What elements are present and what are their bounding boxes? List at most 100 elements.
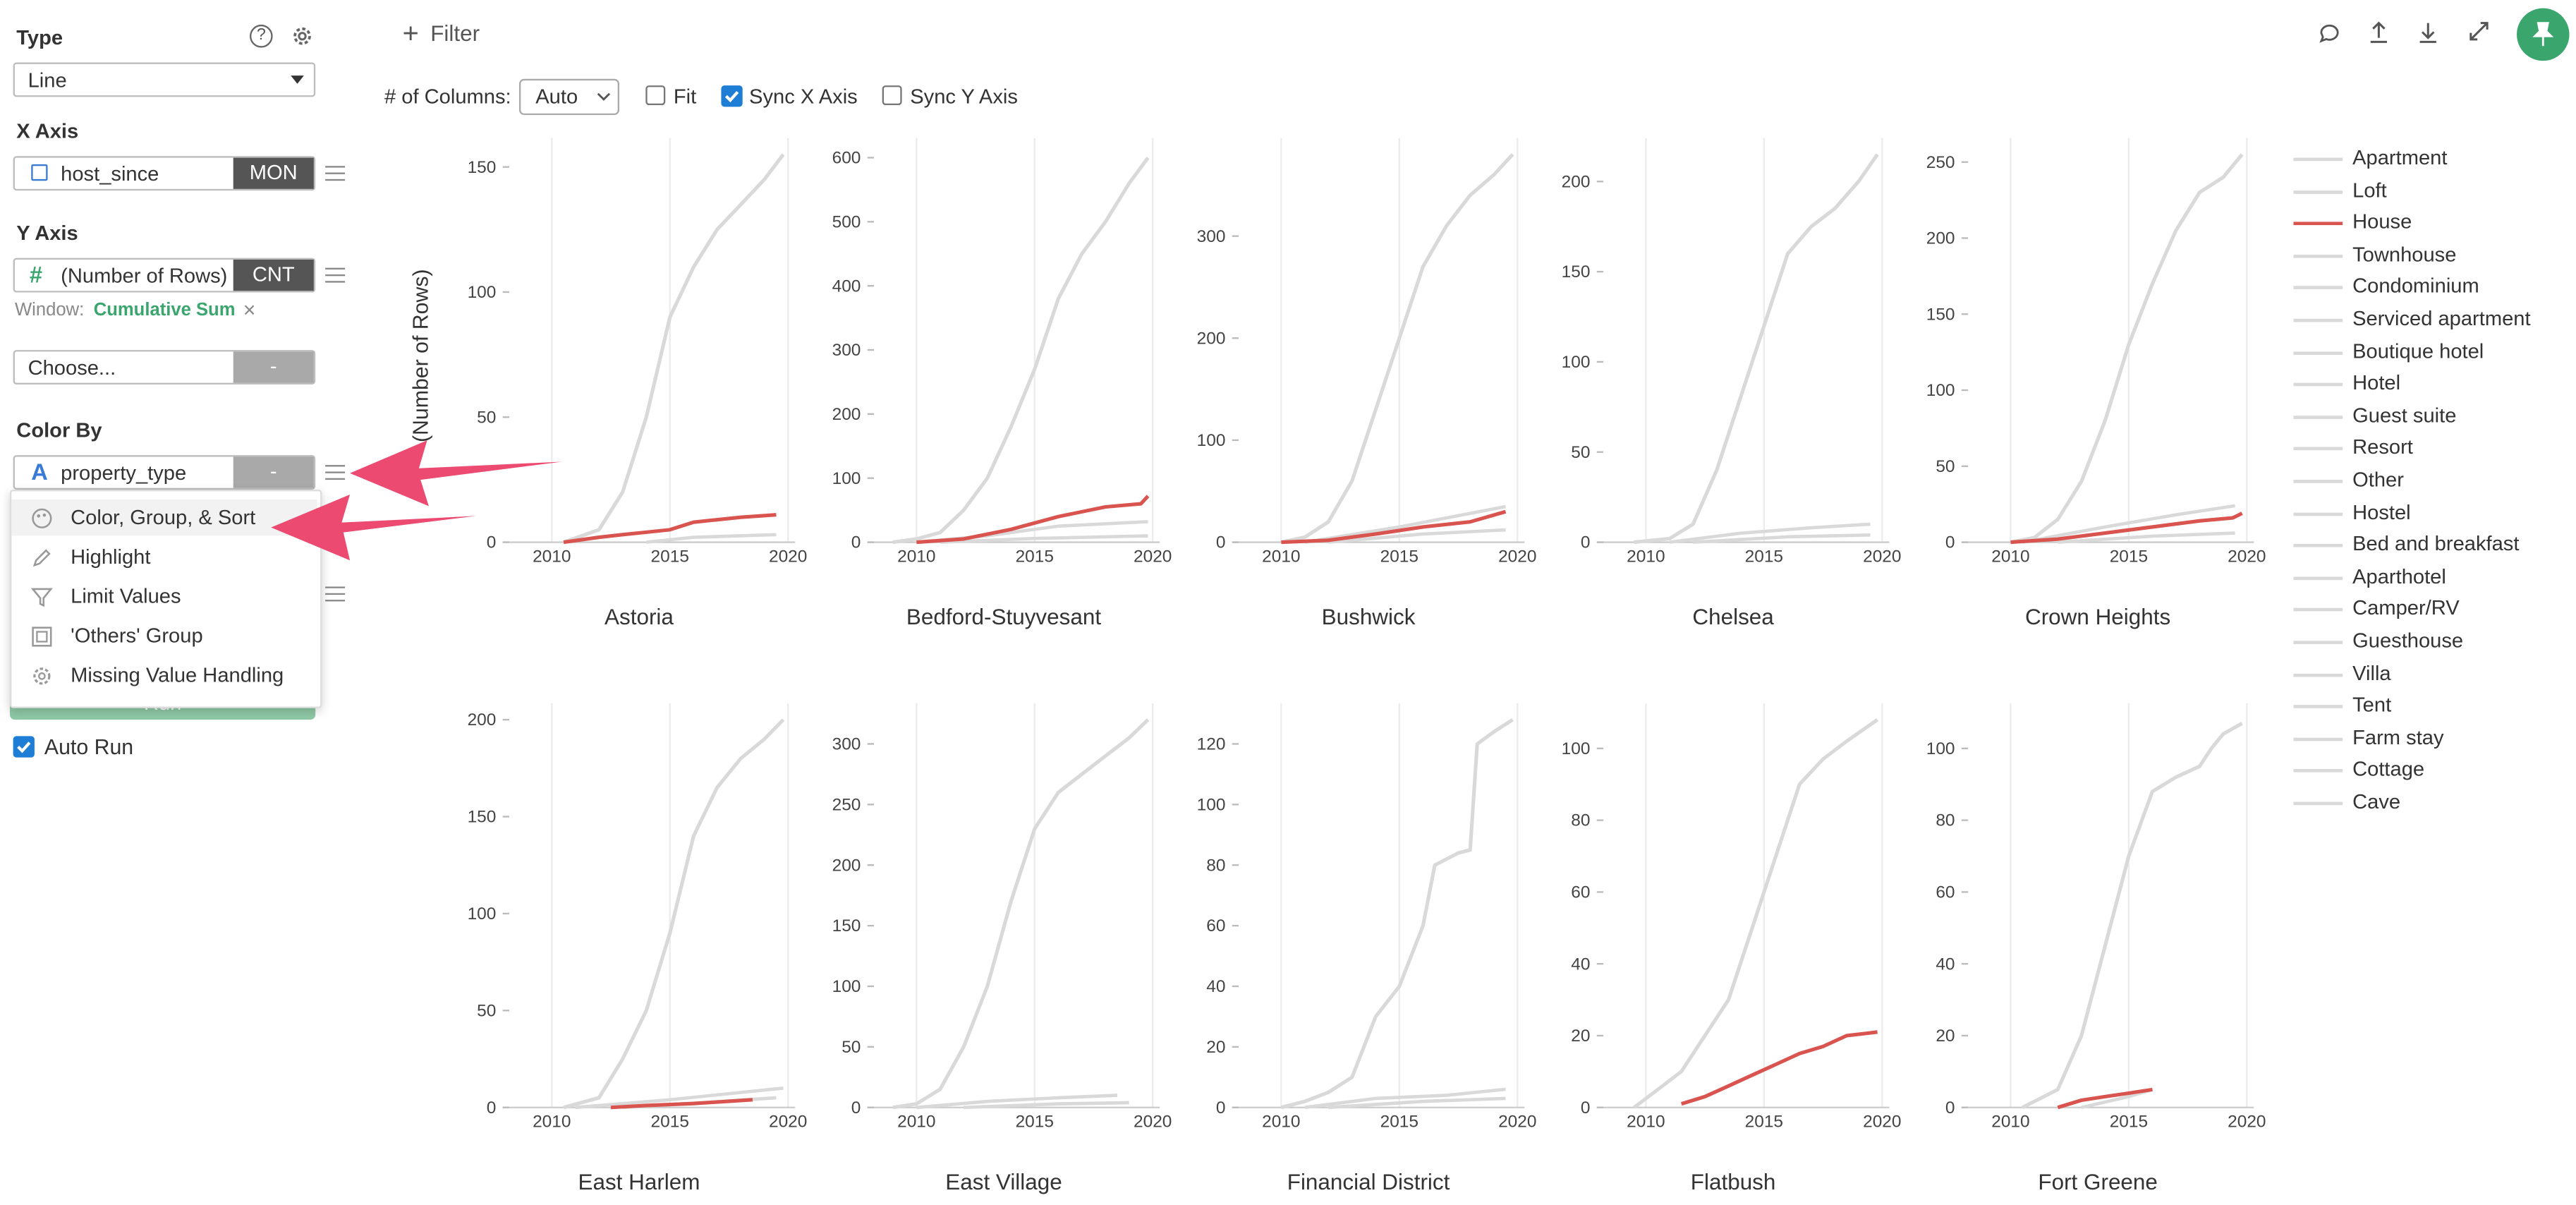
chart-panel: 2010 2015 2020 0 50 100 150 200 250 300 East Villa… (795, 696, 1172, 1194)
x-tick-label: 2020 (2228, 547, 2266, 567)
window-value[interactable]: Cumulative Sum (93, 301, 236, 321)
y-tick-label: 20 (1206, 1038, 1225, 1057)
sync-y-checkbox[interactable] (882, 85, 902, 106)
legend-swatch (2293, 641, 2343, 644)
fit-label: Fit (673, 85, 697, 109)
chart-type-select[interactable]: Line (13, 62, 316, 97)
sync-x-checkbox[interactable] (721, 85, 743, 107)
color-by-field[interactable]: A property_type - (13, 455, 316, 490)
y-tick-label: 120 (1197, 735, 1226, 754)
series-line-apartment (1280, 717, 1514, 1110)
pin-icon (2532, 22, 2554, 47)
secondary-y-field[interactable]: Choose... - (13, 350, 316, 384)
y-tick-label: 300 (1197, 227, 1226, 246)
x-tick-label: 2010 (533, 547, 571, 567)
y-agg-button[interactable]: CNT (233, 259, 314, 291)
legend-swatch (2293, 157, 2343, 162)
y-axis-field[interactable]: # (Number of Rows) CNT (13, 258, 316, 293)
x-tick-label: 2010 (1991, 547, 2029, 567)
legend-label: Cave (2352, 790, 2401, 813)
x-tick-label: 2010 (1627, 547, 1665, 567)
menu-item-others-group[interactable]: 'Others' Group (11, 618, 317, 654)
legend-swatch (2293, 544, 2343, 547)
series-line-other (645, 533, 777, 544)
color-by-menu-icon[interactable] (325, 465, 346, 480)
legend-label: Resort (2352, 436, 2413, 459)
x-axis-field[interactable]: host_since MON (13, 156, 316, 191)
legend-label: Townhouse (2352, 243, 2457, 266)
legend-label: Guest suite (2352, 404, 2457, 428)
x-tick-label: 2015 (651, 547, 689, 567)
series-line-house (916, 495, 1150, 545)
menu-item-label: Missing Value Handling (71, 663, 284, 687)
menu-item-color-group-sort[interactable]: Color, Group, & Sort (11, 499, 317, 536)
y-tick-label: 0 (487, 533, 497, 552)
comment-icon[interactable] (2318, 21, 2341, 44)
x-tick-label: 2010 (1262, 547, 1300, 567)
y-axis-menu-icon[interactable] (325, 267, 346, 283)
auto-run-checkbox[interactable] (13, 736, 35, 758)
menu-item-missing-value-handling[interactable]: Missing Value Handling (11, 658, 317, 694)
menu-item-limit-values[interactable]: Limit Values (11, 579, 317, 614)
panel-plot: 2010 2015 2020 0 50 100 150 200 (468, 703, 807, 1132)
window-clear-icon[interactable]: × (243, 297, 256, 322)
menu-item-label: Color, Group, & Sort (71, 506, 256, 529)
plus-icon[interactable]: + (402, 18, 419, 49)
legend-label: Boutique hotel (2352, 339, 2484, 363)
filter-button[interactable]: Filter (430, 21, 480, 47)
chevron-down-icon (597, 92, 611, 101)
sync-x-label: Sync X Axis (749, 85, 858, 109)
series-line-other (1328, 1096, 1506, 1110)
y-tick-label: 0 (1581, 533, 1591, 552)
x-tick-label: 2015 (2110, 1113, 2148, 1132)
filter-icon (31, 588, 53, 607)
y-tick-label: 50 (842, 1038, 861, 1057)
series-line-house (1281, 509, 1507, 545)
secondary-agg-button[interactable]: - (233, 351, 314, 383)
panel-plot: 2010 2015 2020 0 20 40 60 80 100 120 (1197, 703, 1536, 1132)
arrow-to-color-group-sort (271, 495, 477, 561)
legend-swatch (2293, 511, 2343, 516)
y-tick-label: 250 (832, 795, 861, 814)
help-icon[interactable]: ? (250, 24, 273, 48)
series-line-other (1304, 1087, 1506, 1110)
series-line-other (1304, 504, 1506, 544)
extra-menu-icon[interactable] (325, 586, 346, 601)
pin-button[interactable] (2517, 8, 2570, 61)
fit-checkbox[interactable] (645, 85, 666, 106)
y-tick-label: 100 (1562, 739, 1591, 758)
download-icon[interactable] (2417, 20, 2440, 44)
upload-icon[interactable] (2367, 20, 2390, 44)
x-tick-label: 2010 (897, 547, 935, 567)
columns-value: Auto (535, 85, 578, 109)
legend-swatch (2293, 254, 2343, 258)
legend-swatch (2293, 769, 2343, 773)
gear-icon[interactable] (291, 25, 314, 48)
legend-swatch (2293, 190, 2343, 193)
expand-icon[interactable] (2467, 20, 2491, 43)
y-tick-label: 20 (1571, 1027, 1590, 1046)
y-tick-label: 50 (1571, 443, 1590, 462)
panel-title: Financial District (1287, 1170, 1450, 1195)
series-line-house (610, 1098, 753, 1110)
x-tick-label: 2020 (769, 1113, 807, 1132)
x-axis-title: X Axis (16, 120, 79, 143)
x-tick-label: 2020 (769, 547, 807, 567)
color-agg-button[interactable]: - (233, 456, 314, 488)
x-agg-button[interactable]: MON (233, 157, 314, 189)
series-line-apartment (892, 157, 1150, 545)
series-line-apartment (2022, 721, 2243, 1110)
menu-item-highlight[interactable]: Highlight (11, 539, 317, 575)
y-tick-label: 100 (1562, 353, 1591, 372)
group-icon (32, 626, 52, 647)
columns-select[interactable]: Auto (518, 78, 620, 116)
color-by-dropdown-menu: Color, Group, & Sort Highlight Limit Val… (9, 490, 322, 708)
x-axis-menu-icon[interactable] (325, 166, 346, 181)
y-tick-label: 50 (477, 1001, 496, 1020)
legend-swatch (2293, 672, 2343, 677)
chart-panel: 2010 2015 2020 0 100 200 300 400 500 600 Bedford-S… (795, 131, 1172, 629)
y-tick-label: 500 (832, 212, 861, 231)
y-tick-label: 50 (1936, 457, 1955, 476)
color-by-title: Color By (16, 418, 102, 442)
sync-y-label: Sync Y Axis (910, 85, 1018, 109)
